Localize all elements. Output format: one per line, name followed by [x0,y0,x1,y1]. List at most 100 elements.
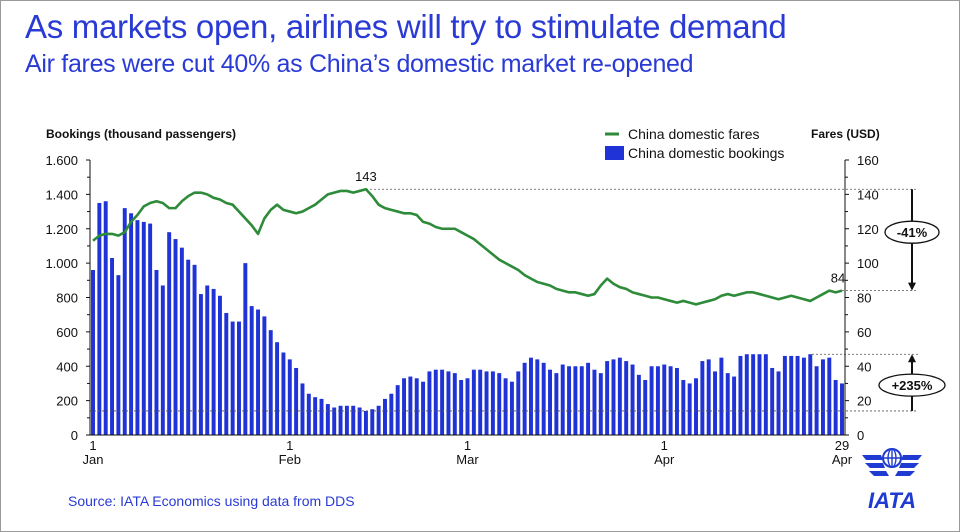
booking-bar [725,373,730,436]
left-tick-label: 1.000 [45,256,78,271]
booking-bar [243,263,248,436]
right-ticks: 0 20 40 60 80 100 120 140 160 [845,153,879,443]
right-tick-label: 40 [857,359,871,374]
booking-bar [808,354,813,435]
booking-bar [268,330,273,435]
booking-bar [624,361,629,435]
legend-bar-swatch [605,146,624,160]
booking-bar [421,381,426,435]
booking-bar [160,285,165,435]
booking-bar [325,404,330,435]
x-tick-label-month: Apr [832,452,853,467]
booking-bar [554,373,559,436]
booking-bar [801,357,806,435]
booking-bar [732,376,737,435]
booking-bar [440,369,445,435]
booking-bar [592,369,597,435]
legend: China domestic fares China domestic book… [605,126,784,161]
annotation-end-fare: 84 [831,271,845,286]
booking-bar [230,321,235,435]
legend-label-bookings: China domestic bookings [628,145,784,161]
booking-bar [668,366,673,435]
booking-bar [738,355,743,435]
booking-bar [338,405,343,435]
booking-bar [700,361,705,435]
booking-bar [262,316,267,435]
booking-bar [446,371,451,435]
booking-bar [192,264,197,435]
booking-bar [560,364,565,435]
booking-bar [655,366,660,435]
booking-bar [497,373,502,436]
booking-bar [306,393,311,435]
right-tick-label: 120 [857,222,879,237]
booking-bar [713,371,718,435]
booking-bar [598,373,603,436]
left-ticks: 0 200 400 600 800 1.000 1.200 1.400 1.600 [45,153,90,443]
booking-bar [97,202,102,435]
bookings-change-badge [878,373,946,397]
booking-bar [770,367,775,435]
booking-bar [662,364,667,435]
guide-lines [90,188,918,412]
booking-bar [636,374,641,435]
right-tick-label: 60 [857,325,871,340]
booking-bar [313,397,318,435]
left-tick-label: 1.200 [45,222,78,237]
booking-bar [167,232,172,435]
booking-bar [154,270,159,435]
fare-change-label: -41% [897,225,928,240]
booking-bar [579,366,584,435]
booking-bar [617,357,622,435]
booking-bar [827,357,832,435]
right-tick-label: 140 [857,187,879,202]
booking-bar [573,366,578,435]
booking-bar [548,369,552,435]
booking-bar [294,367,299,435]
page-title: As markets open, airlines will try to st… [25,8,787,45]
left-tick-label: 1.400 [45,187,78,202]
left-tick-label: 200 [56,394,78,409]
booking-bar [630,364,635,435]
booking-bar [782,355,787,435]
booking-bar [503,378,508,435]
booking-bar [681,380,686,435]
booking-bar [249,306,254,435]
booking-bar [751,354,756,435]
booking-bar [757,354,762,435]
booking-bar [173,239,178,435]
booking-bar [567,366,572,435]
booking-bar [452,373,457,436]
booking-bar [763,354,768,435]
booking-bar [91,270,95,435]
booking-bar [459,380,464,435]
x-tick-label-month: Apr [654,452,675,467]
booking-bar [694,378,698,435]
booking-bar [541,362,546,435]
booking-bar [478,369,483,435]
booking-bar [198,294,203,435]
booking-bar [103,201,108,435]
booking-bar [148,223,153,435]
source-note: Source: IATA Economics using data from D… [68,493,355,509]
booking-bar [433,369,438,435]
x-tick-label-day: 1 [89,438,96,453]
booking-bar [649,366,654,435]
booking-bar [535,359,540,436]
x-tick-label-day: 1 [464,438,471,453]
x-tick-label-month: Jan [83,452,104,467]
booking-bar [719,357,724,435]
right-tick-label: 100 [857,256,879,271]
booking-bar [224,312,229,435]
booking-bar [395,385,400,435]
x-tick-label-month: Mar [456,452,479,467]
fare-change-badge [884,220,940,244]
booking-bar [370,409,375,435]
booking-bar [490,371,495,435]
booking-bar [300,383,305,435]
right-axis-title: Fares (USD) [811,127,880,141]
booking-bar [281,352,286,435]
x-tick-label-day: 29 [835,438,849,453]
